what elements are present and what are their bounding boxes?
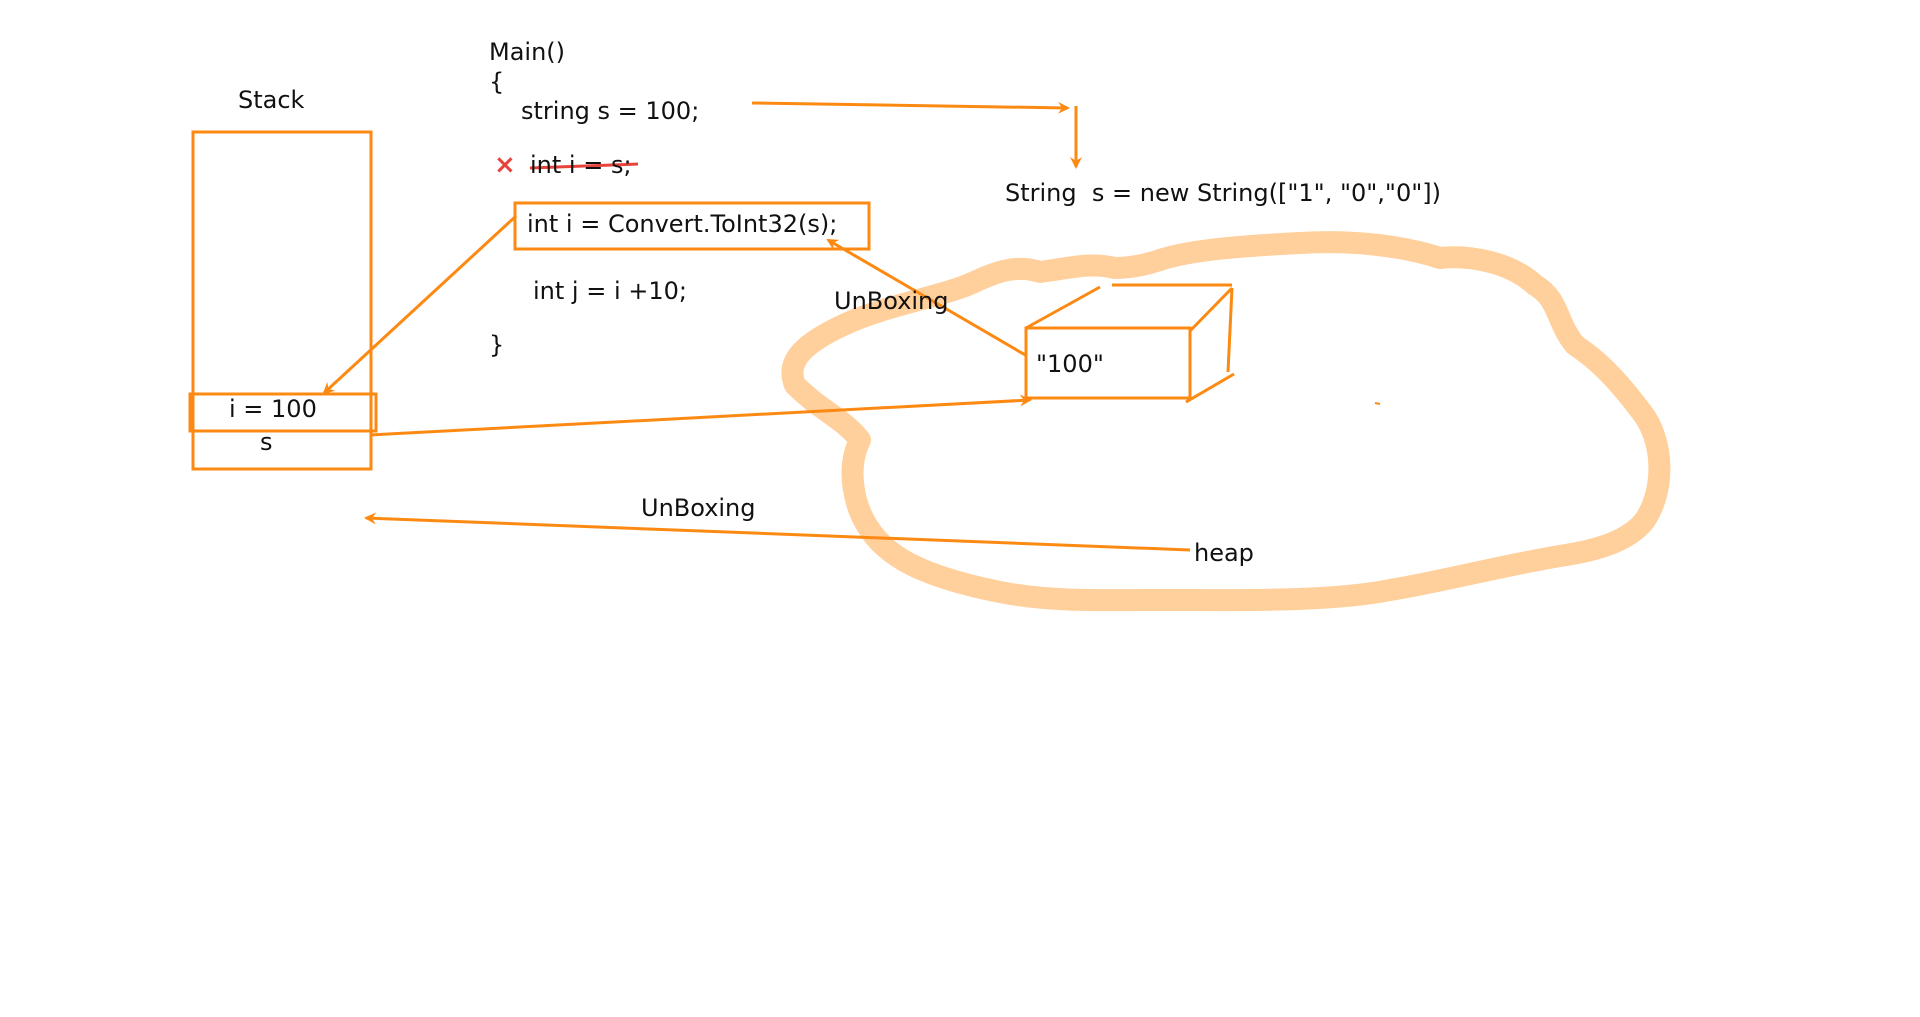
stack-cell-i-box xyxy=(188,392,378,433)
code-line-main: Main() xyxy=(489,38,566,66)
arrow-box-to-convert xyxy=(826,238,1028,358)
arrow-heap-to-stack xyxy=(364,512,1191,552)
arrow-stack-to-heap xyxy=(369,394,1032,437)
string-ctor-annotation: String s = new String(["1", "0","0"]) xyxy=(1005,179,1441,207)
heap-box-value: "100" xyxy=(1036,350,1104,378)
stack-box xyxy=(191,130,373,471)
heap-3d-box xyxy=(1024,283,1235,404)
code-line-invalid-cast: int i = s; xyxy=(530,151,632,179)
stack-title: Stack xyxy=(238,86,305,114)
heap-cloud xyxy=(781,231,1671,612)
heap-cloud-dot xyxy=(1374,402,1381,405)
unboxing-label-upper: UnBoxing xyxy=(834,287,949,315)
strike-line xyxy=(529,162,639,170)
code-line-open-brace: { xyxy=(489,68,505,96)
code-line-int-j: int j = i +10; xyxy=(533,277,687,305)
arrow-convert-to-stack xyxy=(322,214,518,395)
code-line-close-brace: } xyxy=(489,331,505,359)
stack-cell-i: i = 100 xyxy=(229,395,317,423)
heap-label: heap xyxy=(1194,539,1254,567)
unboxing-label-lower: UnBoxing xyxy=(641,494,756,522)
convert-line-box xyxy=(513,201,871,251)
stack-cell-s: s xyxy=(260,428,273,456)
code-line-string-decl: string s = 100; xyxy=(521,97,700,125)
arrow-string-to-ctor xyxy=(751,101,1070,114)
code-line-convert: int i = Convert.ToInt32(s); xyxy=(527,210,838,238)
error-x-icon: × xyxy=(494,150,516,180)
